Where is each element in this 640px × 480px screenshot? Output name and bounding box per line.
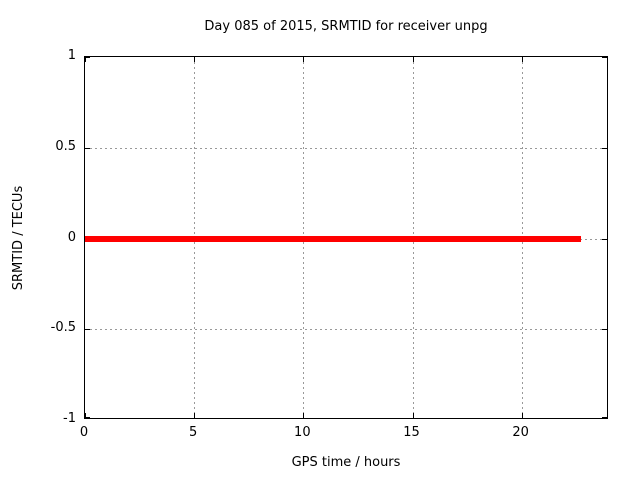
y-tick-mark [85,147,90,149]
y-tick-mark [85,417,90,418]
plot-area [84,56,608,419]
y-tick-mark [602,238,607,240]
x-tick-label: 15 [403,425,420,440]
y-tick-mark [602,329,607,331]
y-tick-mark [85,57,90,58]
y-tick-label: 0 [67,229,76,245]
x-tick-mark [303,413,305,418]
series-line-srmtid [85,235,581,242]
y-tick-mark [602,417,607,418]
x-axis-label: GPS time / hours [291,455,401,470]
y-tick-label: 0.5 [55,138,76,154]
x-tick-mark [194,413,196,418]
x-tick-mark [303,57,305,62]
y-tick-label: -1 [63,411,76,426]
x-tick-mark [85,413,86,418]
y-tick-mark [602,57,607,58]
x-tick-label: 0 [79,425,89,440]
horizontal-gridline [85,147,607,149]
y-tick-label: -0.5 [50,320,76,336]
x-tick-mark [194,57,196,62]
x-tick-mark [412,413,414,418]
x-tick-mark [85,57,86,62]
chart-title: Day 085 of 2015, SRMTID for receiver unp… [204,19,488,34]
x-tick-label: 5 [189,425,198,440]
x-tick-mark [521,413,523,418]
y-tick-mark [85,329,90,331]
x-tick-label: 10 [294,425,311,440]
x-tick-label: 20 [512,425,529,440]
horizontal-gridline [85,329,607,331]
y-tick-mark [602,147,607,149]
x-tick-mark [521,57,523,62]
y-tick-label: 1 [67,48,76,63]
x-tick-mark [412,57,414,62]
